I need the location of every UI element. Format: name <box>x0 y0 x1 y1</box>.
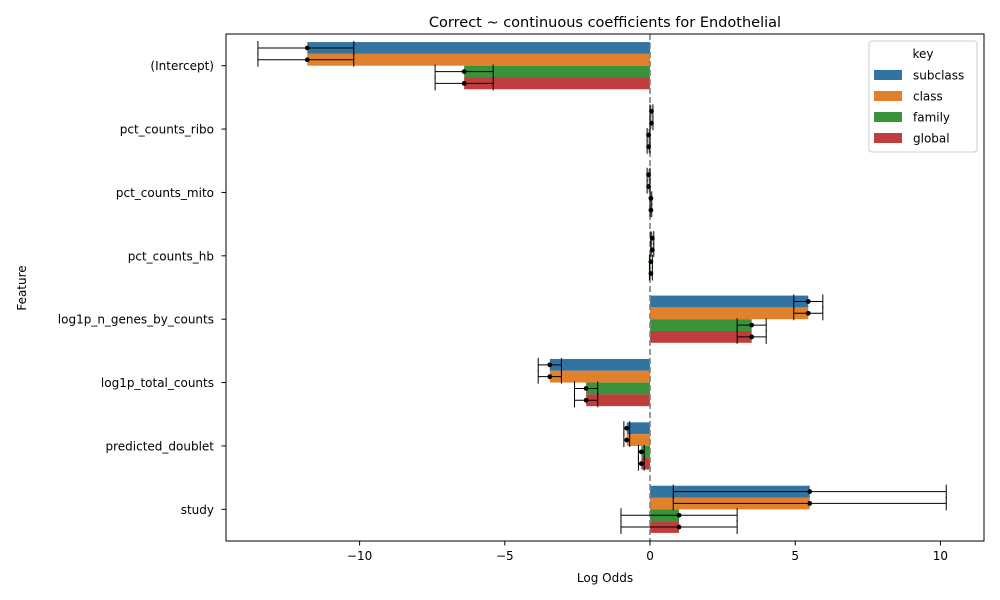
data-point <box>649 108 654 114</box>
data-point <box>648 195 654 201</box>
bar <box>464 65 651 78</box>
data-point <box>749 322 755 328</box>
data-point <box>648 207 654 213</box>
data-point <box>749 334 755 340</box>
legend-label: subclass <box>913 69 964 83</box>
legend-label: global <box>913 132 950 146</box>
data-point <box>646 184 651 189</box>
data-point <box>638 449 644 455</box>
legend-box <box>868 40 978 153</box>
data-point <box>646 172 651 178</box>
y-tick-label: log1p_n_genes_by_counts <box>58 313 214 327</box>
bar <box>626 422 651 435</box>
y-tick-label: predicted_doublet <box>105 439 214 453</box>
bar <box>549 358 651 371</box>
legend-swatch <box>874 133 902 143</box>
data-point <box>304 57 310 63</box>
data-point <box>807 501 813 506</box>
bar <box>626 434 651 446</box>
chart-title: Correct ~ continuous coefficients for En… <box>429 15 781 31</box>
y-axis-title: Feature <box>15 265 29 310</box>
data-point <box>547 374 553 380</box>
bar <box>641 457 651 470</box>
data-point <box>583 397 589 403</box>
x-tick-label: 10 <box>933 549 948 563</box>
data-point <box>805 310 811 316</box>
bar <box>464 77 651 90</box>
data-point <box>676 524 682 530</box>
y-tick-label: (Intercept) <box>150 59 214 73</box>
data-point <box>648 271 654 276</box>
legend-swatch <box>874 112 902 122</box>
plot-area <box>257 34 947 541</box>
data-point <box>461 80 467 86</box>
y-axis: (Intercept) pct_counts_ribo pct_counts_mit… <box>58 59 226 517</box>
bar <box>586 394 651 407</box>
data-point <box>583 386 589 391</box>
legend-swatch <box>874 70 902 80</box>
bar <box>650 295 809 308</box>
data-point <box>461 69 467 74</box>
data-point <box>649 235 655 241</box>
legend-title: key <box>912 47 933 61</box>
bar <box>307 42 651 54</box>
y-tick-label: pct_counts_hb <box>128 249 214 263</box>
bar <box>650 319 752 331</box>
data-point <box>648 259 654 265</box>
bar <box>549 370 651 383</box>
data-point <box>805 299 811 304</box>
legend-label: class <box>913 90 943 104</box>
legend: key subclass class family global <box>868 40 978 153</box>
data-point <box>649 120 654 126</box>
y-tick-label: study <box>181 503 214 517</box>
data-point <box>638 461 644 467</box>
data-point <box>676 512 682 518</box>
x-axis: −10 −5 0 5 10 <box>347 541 948 563</box>
x-tick-label: −10 <box>347 549 372 563</box>
bar <box>307 53 651 66</box>
data-point <box>547 362 553 368</box>
x-tick-label: −5 <box>496 549 514 563</box>
data-point <box>807 489 813 495</box>
bar <box>641 445 651 458</box>
data-point <box>624 437 630 443</box>
data-point <box>646 144 651 150</box>
data-point <box>646 132 651 138</box>
bar <box>650 330 752 343</box>
y-tick-label: log1p_total_counts <box>101 376 214 390</box>
y-tick-label: pct_counts_mito <box>116 186 214 200</box>
plot-frame <box>225 33 985 542</box>
y-tick-label: pct_counts_ribo <box>120 123 214 137</box>
x-tick-label: 5 <box>791 549 799 563</box>
bar <box>650 307 809 320</box>
data-point <box>624 425 630 431</box>
data-point <box>649 247 655 253</box>
x-axis-title: Log Odds <box>577 571 633 585</box>
x-tick-label: 0 <box>646 549 654 563</box>
bar <box>586 382 651 395</box>
legend-label: family <box>913 111 950 125</box>
data-point <box>304 45 310 51</box>
legend-swatch <box>874 91 902 101</box>
